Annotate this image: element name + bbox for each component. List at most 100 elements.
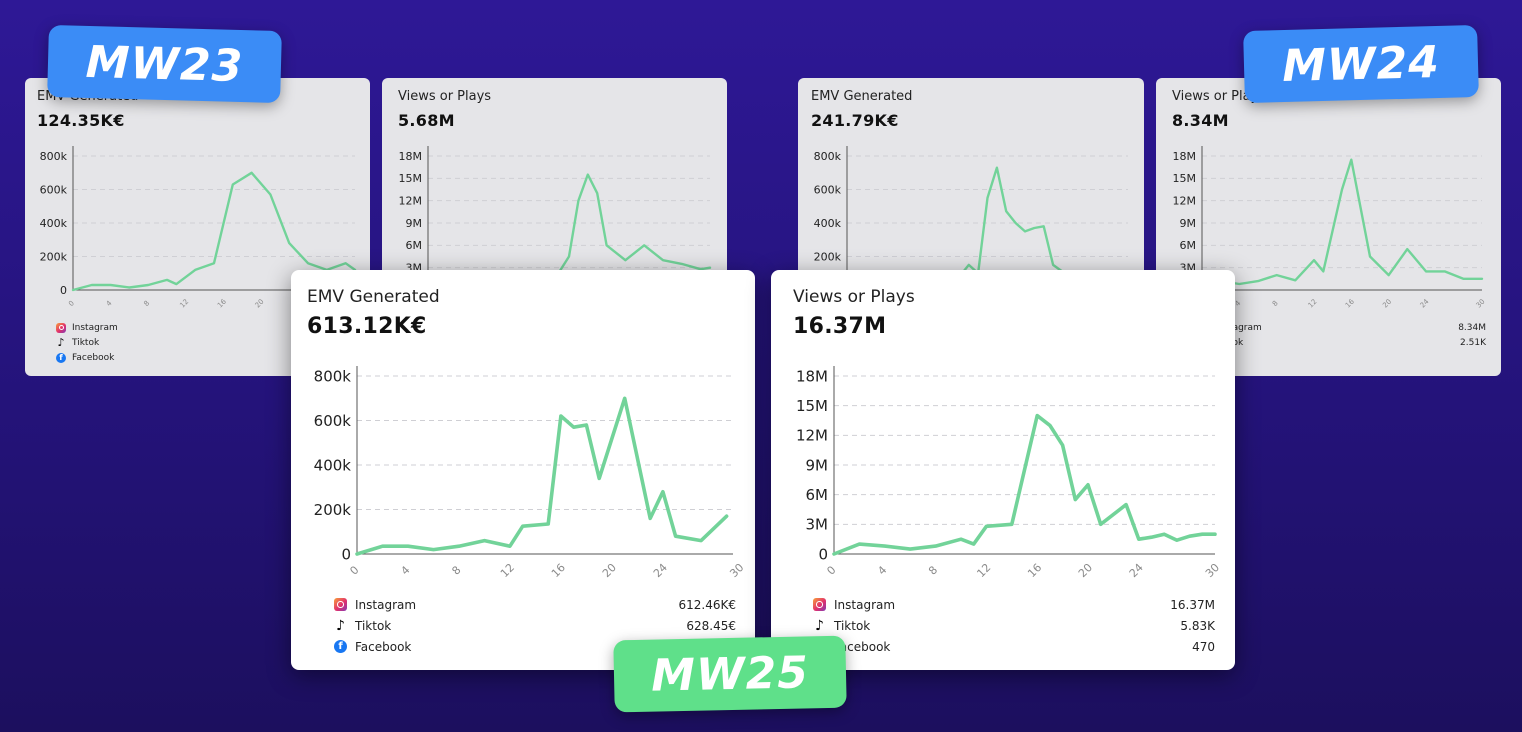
y-tick-label: 400k: [814, 217, 842, 230]
y-tick-label: 800k: [40, 150, 68, 163]
series-line: [355, 396, 729, 556]
y-tick-label: 600k: [814, 183, 842, 196]
x-tick-label: 8: [926, 563, 940, 577]
card-title: EMV Generated: [811, 89, 913, 104]
y-tick-label: 9M: [406, 217, 423, 230]
y-tick-label: 400k: [40, 217, 68, 230]
x-tick-label: 4: [875, 563, 889, 577]
emv-line-chart: 200k 400k 600k 800k: [814, 146, 1130, 292]
legend-item-instagram: Instagram 8.34M: [1216, 320, 1486, 335]
legend-label: Facebook: [834, 639, 891, 654]
x-tick-label: 0: [824, 563, 838, 577]
legend-label: Tiktok: [72, 337, 100, 348]
y-tick-label: 12M: [796, 427, 828, 445]
facebook-icon: f: [56, 352, 66, 363]
legend-value: 2.51K: [1460, 337, 1486, 348]
legend-item-facebook: fFacebook470: [813, 636, 1215, 657]
y-tick-label: 600k: [314, 412, 352, 430]
x-tick-label: 4: [105, 299, 114, 308]
views-line-chart: 0 3M 6M 9M 12M 15M 18M 0 4 8 12 16 20 24 30: [796, 366, 1222, 580]
tiktok-icon: ♪: [336, 617, 345, 634]
y-tick-label: 0: [60, 284, 67, 297]
emv-line-chart: 0 200k 400k 600k 800k 0 4 8 12 16 20 24 30: [314, 366, 746, 580]
y-tick-label: 0: [341, 545, 351, 563]
y-tick-label: 400k: [314, 456, 352, 474]
mw25-emv-card: EMV Generated 613.12K€ 0 200k 400k 600k 800k…: [291, 270, 755, 670]
tiktok-icon: ♪: [57, 336, 65, 349]
card-title: Views or Plays: [1172, 89, 1266, 104]
chart-legend: Instagram 612.46K€ ♪ Tiktok 628.45€ f Facebo…: [334, 594, 736, 657]
legend-value: 16.37M: [1170, 597, 1215, 612]
instagram-icon: [56, 322, 66, 333]
legend-item-facebook: f Facebook: [334, 636, 736, 657]
legend-value: 470: [1192, 639, 1215, 654]
y-tick-label: 600k: [40, 183, 68, 196]
y-tick-label: 6M: [1180, 239, 1197, 252]
card-title: EMV Generated: [307, 287, 440, 307]
legend-label: Facebook: [355, 639, 412, 654]
legend-label: Instagram: [355, 597, 417, 612]
x-tick-label: 24: [1419, 297, 1431, 309]
x-tick-label: 20: [1076, 561, 1095, 580]
series-line: [832, 413, 1217, 556]
emv-line-chart: 0 200k 400k 600k 800k 0 4 8 12 16 20: [40, 146, 357, 310]
legend-item-tiktok: ♪ Tiktok 628.45€: [334, 615, 736, 636]
x-tick-label: 20: [254, 298, 266, 310]
card-value: 613.12K€: [307, 314, 427, 339]
y-tick-label: 200k: [314, 501, 352, 519]
tiktok-icon: ♪: [815, 617, 824, 634]
y-tick-label: 15M: [1173, 172, 1197, 185]
x-tick-label: 24: [1127, 561, 1146, 580]
y-tick-label: 15M: [399, 172, 423, 185]
chart-legend: Instagram 8.34M Tiktok2.51K: [1216, 320, 1486, 350]
legend-item-instagram: Instagram 612.46K€: [334, 594, 736, 615]
y-tick-label: 200k: [814, 250, 842, 263]
x-tick-label: 8: [1271, 299, 1280, 308]
x-tick-label: 0: [67, 299, 76, 308]
x-tick-label: 30: [1203, 561, 1222, 580]
card-value: 16.37M: [793, 314, 887, 339]
x-tick-label: 20: [1381, 298, 1393, 310]
card-value: 241.79K€: [811, 111, 899, 130]
legend-item-tiktok: Tiktok2.51K: [1216, 335, 1486, 350]
legend-value: 8.34M: [1458, 322, 1486, 333]
y-tick-label: 18M: [796, 367, 828, 385]
mw23-emv-card: EMV Generated 124.35K€ 0200k400k600k800k…: [25, 78, 370, 376]
y-tick-label: 9M: [806, 456, 829, 474]
legend-label: Tiktok: [834, 618, 871, 633]
legend-label: Facebook: [72, 352, 115, 363]
x-tick-label: 16: [216, 297, 228, 309]
legend-item-tiktok: ♪ Tiktok 5.83K: [813, 615, 1215, 636]
x-tick-label: 16: [1025, 561, 1044, 580]
legend-label: Instagram: [834, 597, 896, 612]
mw25-badge: MW25: [613, 635, 847, 713]
x-tick-label: 12: [498, 561, 517, 580]
facebook-icon: f: [334, 640, 347, 653]
legend-item-facebook: f Facebook: [56, 350, 336, 365]
x-tick-label: 20: [600, 561, 619, 580]
y-tick-label: 800k: [814, 150, 842, 163]
mw23-badge: MW23: [47, 24, 282, 104]
legend-label: Instagram: [72, 322, 118, 333]
legend-value: 628.45€: [686, 618, 736, 633]
legend-value: 612.46K€: [678, 597, 737, 612]
card-title: Views or Plays: [793, 287, 915, 307]
y-tick-label: 3M: [806, 516, 829, 534]
legend-item-tiktok: ♪ Tiktok: [56, 335, 336, 350]
x-tick-label: 12: [974, 561, 993, 580]
x-tick-label: 4: [398, 563, 412, 577]
x-tick-label: 24: [651, 561, 670, 580]
card-value: 124.35K€: [37, 111, 125, 130]
y-tick-label: 200k: [40, 250, 68, 263]
legend-item-instagram: Instagram 16.37M: [813, 594, 1215, 615]
chart-legend: Instagram ♪ Tiktok f Facebook: [56, 320, 336, 365]
legend-label: Tiktok: [355, 618, 392, 633]
instagram-icon: [813, 598, 826, 611]
y-tick-label: 800k: [314, 367, 352, 385]
x-tick-label: 16: [549, 561, 568, 580]
legend-item-instagram: Instagram: [56, 320, 336, 335]
card-title: Views or Plays: [398, 89, 492, 104]
x-tick-label: 30: [1475, 298, 1487, 310]
x-tick-label: 8: [142, 299, 151, 308]
